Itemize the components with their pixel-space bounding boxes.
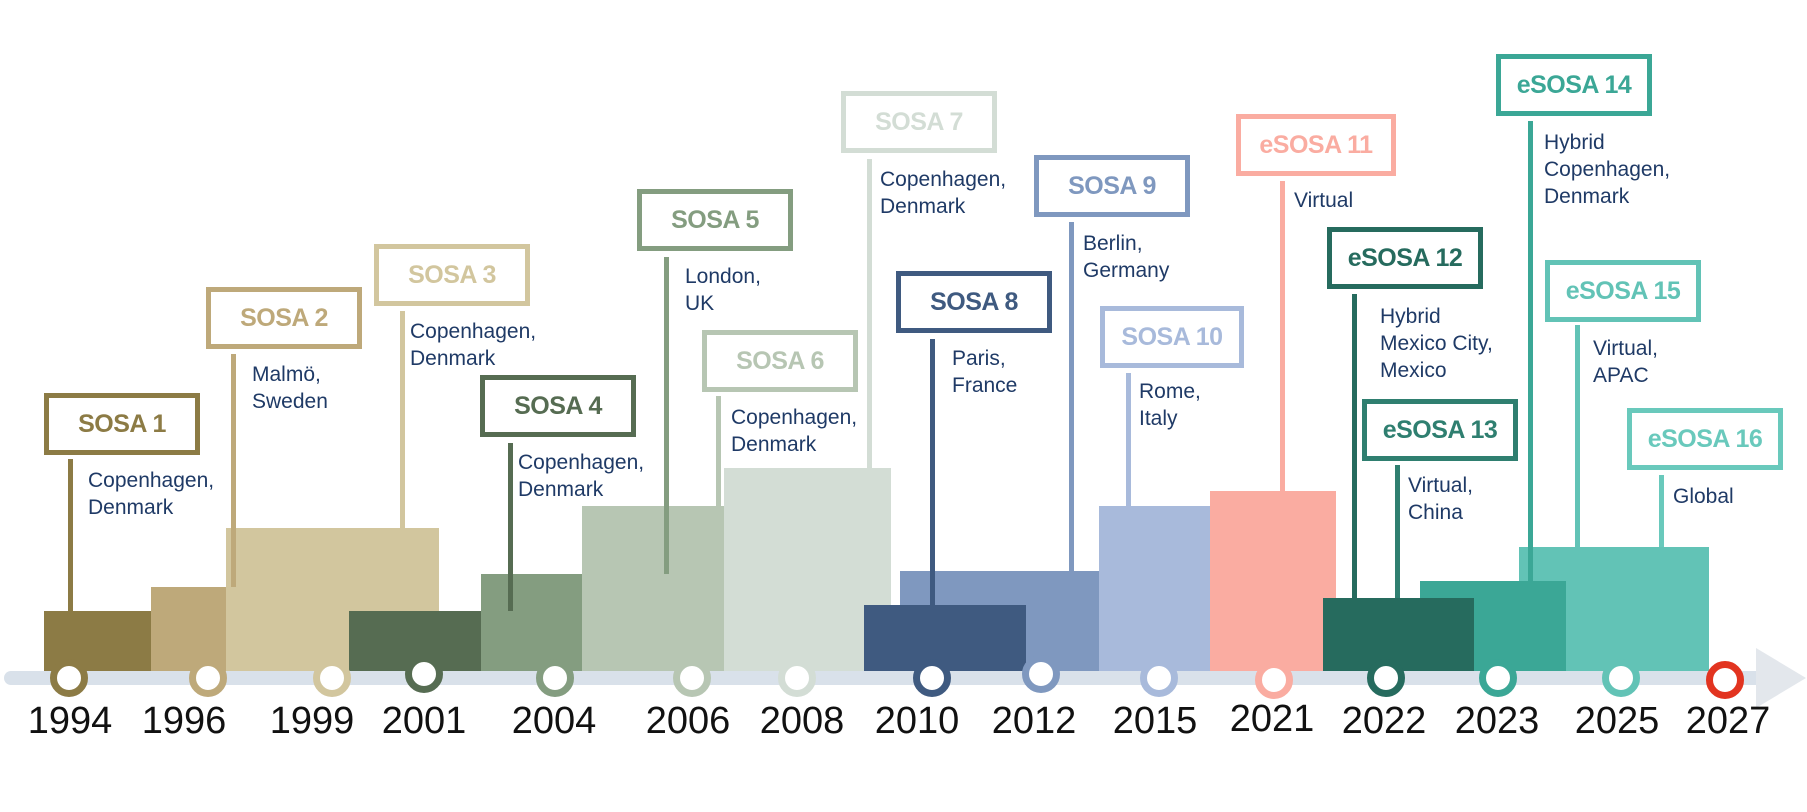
bar-sosa7 <box>724 468 891 671</box>
event-label-sosa8: SOSA 8 <box>896 271 1052 333</box>
event-label-esosa16: eSOSA 16 <box>1627 408 1783 470</box>
event-label-esosa15: eSOSA 15 <box>1545 260 1701 322</box>
event-label-esosa11: eSOSA 11 <box>1236 114 1396 176</box>
event-label-esosa14: eSOSA 14 <box>1496 54 1652 116</box>
year-label: 1996 <box>141 700 227 742</box>
timeline-node <box>405 655 443 693</box>
event-label-esosa12: eSOSA 12 <box>1327 227 1483 289</box>
event-location-sosa10: Rome, Italy <box>1139 380 1201 430</box>
event-location-esosa16: Global <box>1673 485 1734 508</box>
event-label-sosa10: SOSA 10 <box>1100 306 1244 368</box>
timeline-node <box>1706 661 1744 699</box>
leader-esosa16 <box>1659 475 1664 547</box>
timeline-axis <box>4 671 1764 685</box>
event-location-esosa13: Virtual, China <box>1408 474 1473 524</box>
leader-sosa2 <box>231 354 236 587</box>
event-location-sosa9: Berlin, Germany <box>1083 232 1170 282</box>
year-label: 2001 <box>381 700 467 742</box>
leader-sosa4 <box>508 443 513 611</box>
event-location-sosa5: London, UK <box>685 265 761 315</box>
leader-sosa7 <box>867 159 872 468</box>
year-label: 2022 <box>1341 700 1427 742</box>
event-location-esosa12: Hybrid Mexico City, Mexico <box>1380 305 1493 382</box>
event-label-esosa13: eSOSA 13 <box>1362 399 1518 461</box>
year-label: 2015 <box>1112 700 1198 742</box>
event-label-sosa9: SOSA 9 <box>1034 155 1190 217</box>
event-label-sosa3: SOSA 3 <box>374 244 530 306</box>
event-location-sosa4: Copenhagen, Denmark <box>518 451 645 501</box>
event-location-sosa3: Copenhagen, Denmark <box>410 320 537 370</box>
year-label: 2021 <box>1229 698 1315 740</box>
leader-sosa1 <box>68 459 73 611</box>
leader-sosa3 <box>400 311 405 528</box>
leader-esosa14 <box>1528 121 1533 581</box>
event-location-esosa14: Hybrid Copenhagen, Denmark <box>1544 131 1671 208</box>
event-label-sosa4: SOSA 4 <box>480 375 636 437</box>
event-label-sosa1: SOSA 1 <box>44 393 200 455</box>
year-label: 2025 <box>1574 700 1660 742</box>
year-label: 2008 <box>759 700 845 742</box>
timeline-node <box>913 659 951 697</box>
event-location-esosa15: Virtual, APAC <box>1593 337 1658 387</box>
timeline-node <box>1140 659 1178 697</box>
timeline-node <box>1367 659 1405 697</box>
leader-sosa10 <box>1126 373 1131 506</box>
timeline-node <box>1602 659 1640 697</box>
event-location-esosa11: Virtual <box>1294 189 1354 212</box>
year-label: 1999 <box>269 700 355 742</box>
year-label: 2004 <box>511 700 597 742</box>
leader-esosa15 <box>1575 325 1580 547</box>
leader-esosa13 <box>1395 465 1400 598</box>
event-location-sosa2: Malmö, Sweden <box>252 363 328 413</box>
leader-sosa9 <box>1069 222 1074 571</box>
year-label: 2010 <box>874 700 960 742</box>
timeline-node <box>673 659 711 697</box>
timeline-node <box>1255 661 1293 699</box>
bar-sosa8 <box>864 605 1026 671</box>
timeline-node <box>536 659 574 697</box>
year-label: 1994 <box>27 700 113 742</box>
leader-sosa8 <box>930 339 935 605</box>
timeline-node <box>50 659 88 697</box>
event-label-sosa5: SOSA 5 <box>637 189 793 251</box>
bar-esosa11 <box>1210 491 1336 671</box>
timeline-node <box>1022 655 1060 693</box>
year-label: 2012 <box>991 700 1077 742</box>
event-location-sosa8: Paris, France <box>952 347 1018 397</box>
leader-sosa5 <box>664 257 669 574</box>
year-label: 2006 <box>645 700 731 742</box>
timeline-node <box>189 659 227 697</box>
arrow-icon <box>1756 648 1806 708</box>
year-label: 2023 <box>1454 700 1540 742</box>
timeline-node <box>1479 659 1517 697</box>
timeline-node <box>313 659 351 697</box>
year-label: 2027 <box>1685 700 1771 742</box>
event-location-sosa1: Copenhagen, Denmark <box>88 469 215 519</box>
event-label-sosa6: SOSA 6 <box>702 330 858 392</box>
event-location-sosa7: Copenhagen, Denmark <box>880 168 1007 218</box>
event-label-sosa2: SOSA 2 <box>206 287 362 349</box>
leader-esosa11 <box>1280 181 1285 491</box>
event-location-sosa6: Copenhagen, Denmark <box>731 406 858 456</box>
timeline-node <box>778 659 816 697</box>
leader-esosa12 <box>1352 294 1357 598</box>
event-label-sosa7: SOSA 7 <box>841 91 997 153</box>
bar-esosa12 <box>1323 598 1474 671</box>
leader-sosa6 <box>716 396 721 506</box>
